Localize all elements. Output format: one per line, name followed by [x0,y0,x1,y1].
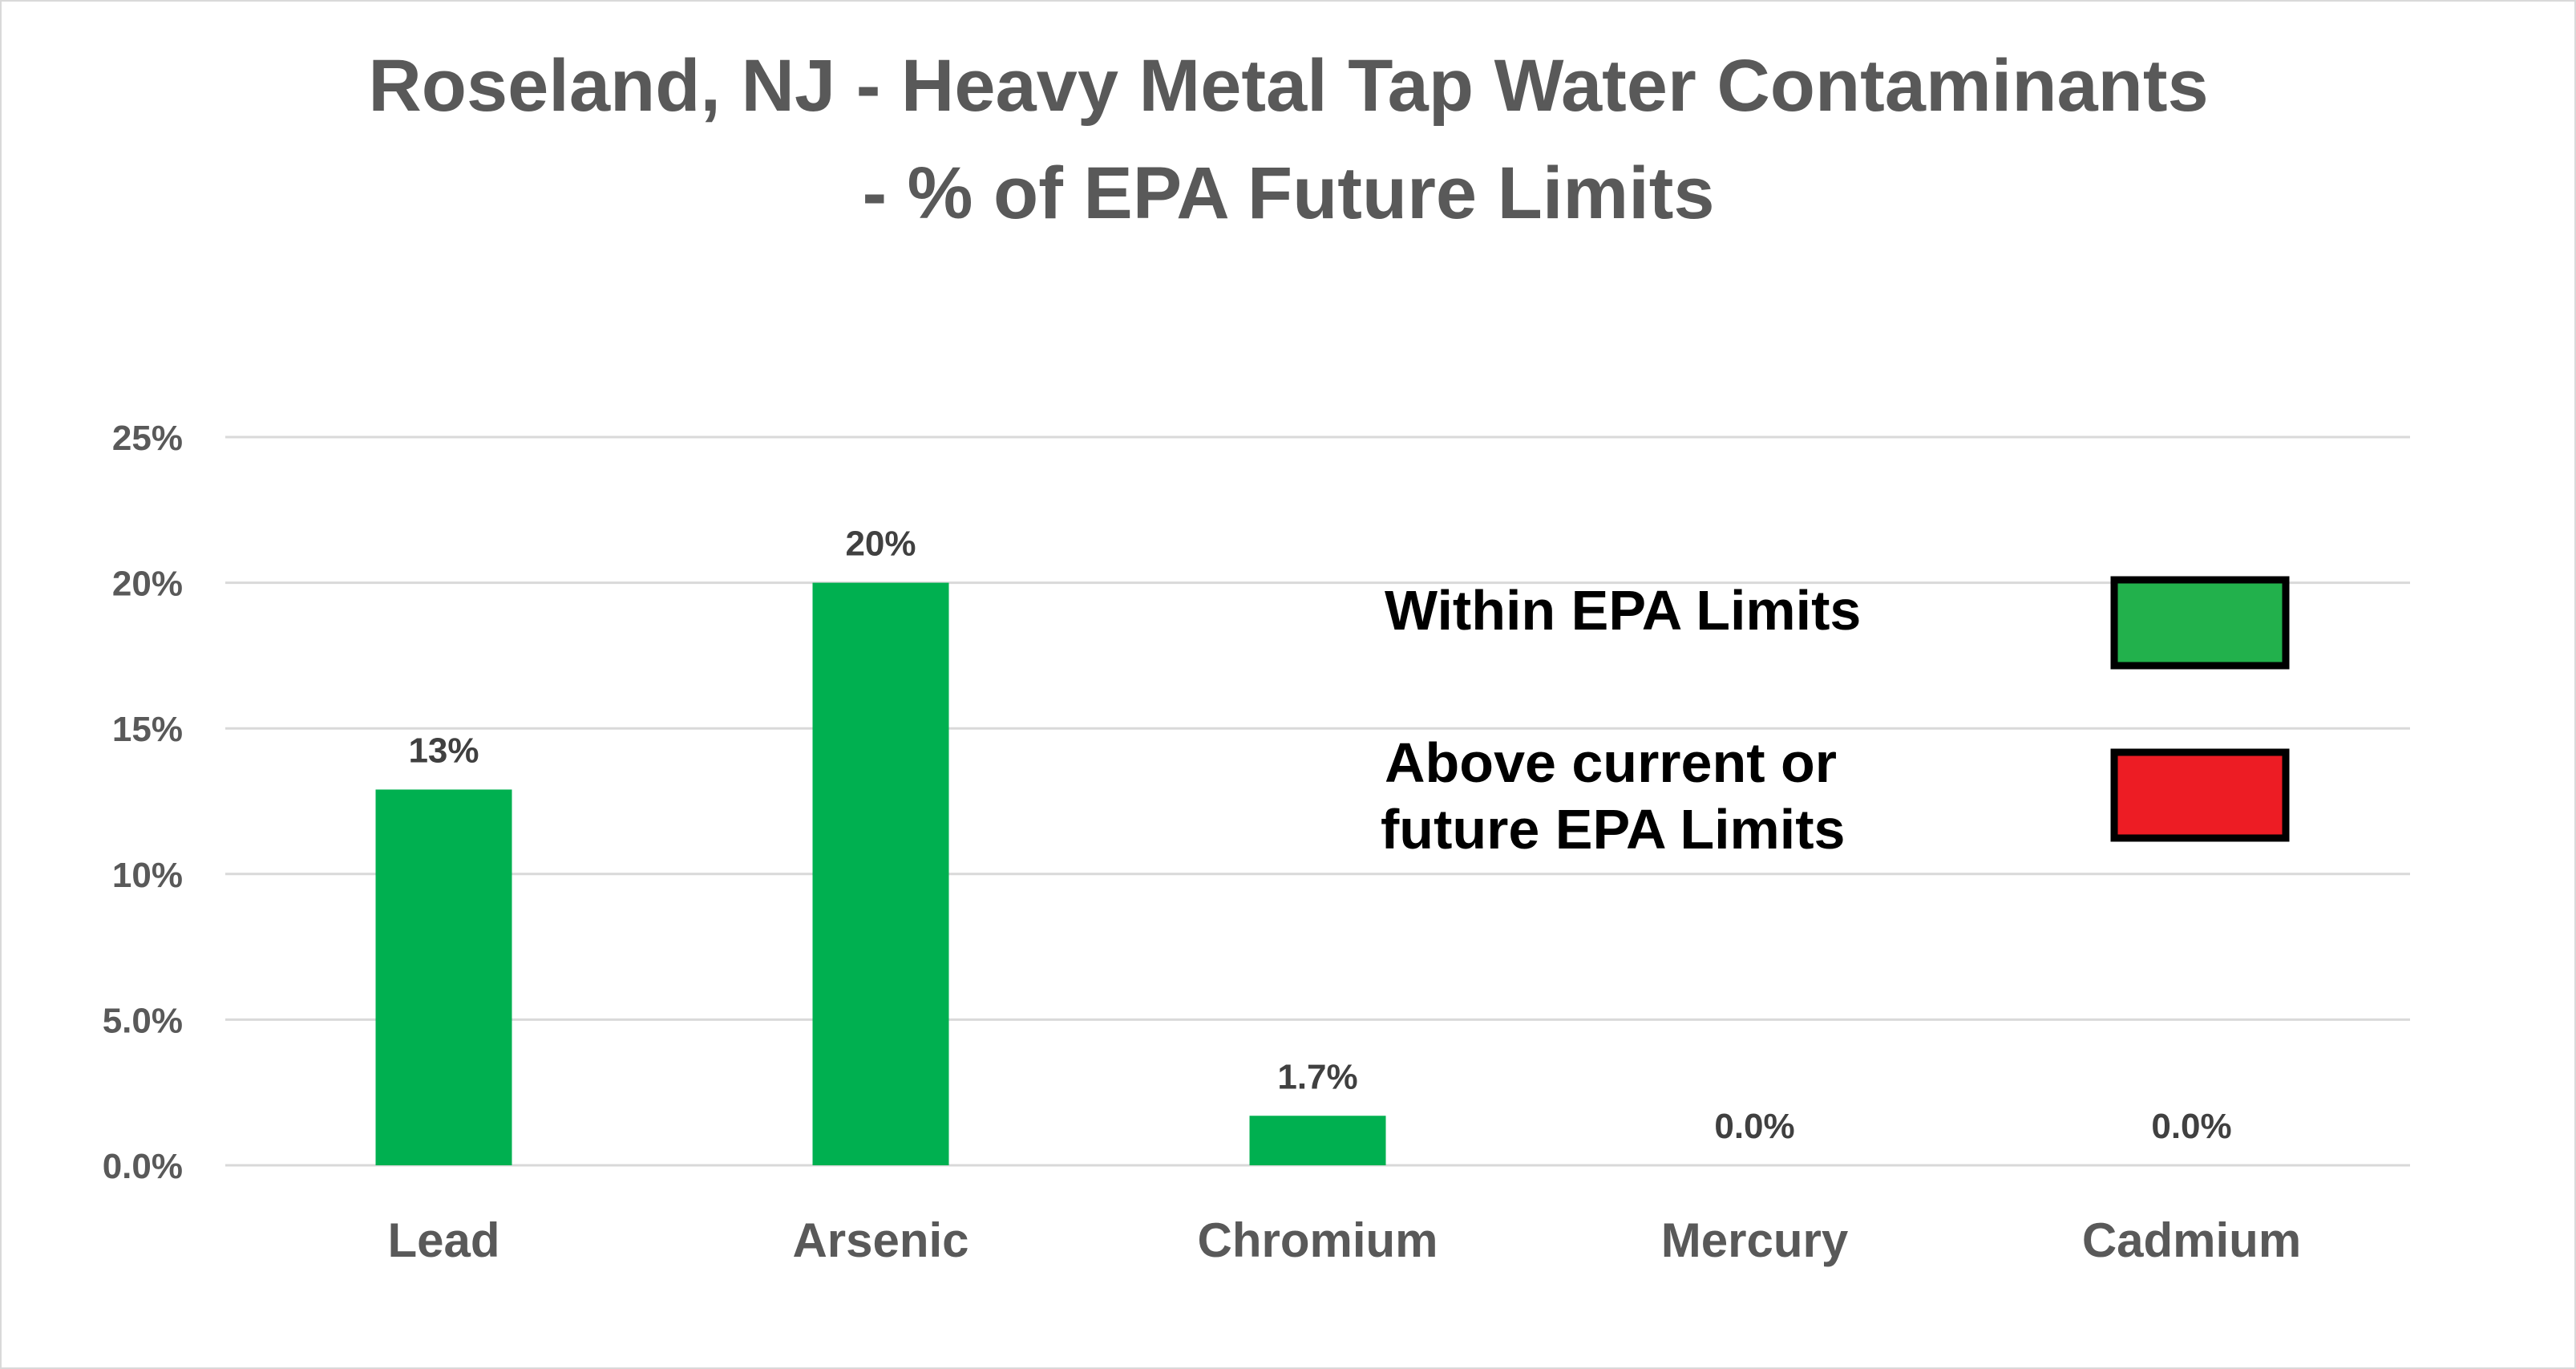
data-labels: 13% 20% 1.7% 0.0% 0.0% [408,525,2231,1146]
y-tick-label: 20% [112,565,183,604]
bar-chromium [1249,1116,1386,1165]
data-label: 1.7% [1277,1057,1357,1096]
category-label: Mercury [1661,1213,1849,1267]
legend-label-above-line-2: future EPA Limits [1381,798,1845,861]
bars [375,582,1386,1165]
y-tick-label: 15% [112,710,183,749]
y-tick-label: 10% [112,856,183,895]
y-tick-label: 5.0% [103,1001,183,1040]
data-label: 0.0% [2151,1107,2231,1146]
legend-label-within: Within EPA Limits [1385,579,1861,642]
bar-arsenic [812,582,949,1165]
category-label: Lead [387,1213,499,1267]
data-label: 13% [408,731,479,770]
legend-swatch-above [2110,748,2290,842]
legend-swatch-within [2110,576,2290,670]
gridlines [225,435,2410,1167]
category-label: Chromium [1198,1213,1438,1267]
x-axis-categories: Lead Arsenic Chromium Mercury Cadmium [387,1213,2301,1267]
y-tick-label: 25% [112,419,183,458]
legend-label-above-line-1: Above current or [1385,731,1837,794]
bar-lead [375,789,512,1165]
legend: Within EPA Limits Above current or futur… [1381,576,2290,861]
data-label: 0.0% [1714,1107,1794,1146]
y-axis-ticks: 0.0% 5.0% 10% 15% 20% 25% [103,419,183,1186]
chart-title-line-2: - % of EPA Future Limits [862,152,1714,234]
y-tick-label: 0.0% [103,1147,183,1186]
data-label: 20% [845,525,916,564]
category-label: Cadmium [2082,1213,2301,1267]
category-label: Arsenic [792,1213,969,1267]
chart-title-line-1: Roseland, NJ - Heavy Metal Tap Water Con… [368,45,2208,127]
